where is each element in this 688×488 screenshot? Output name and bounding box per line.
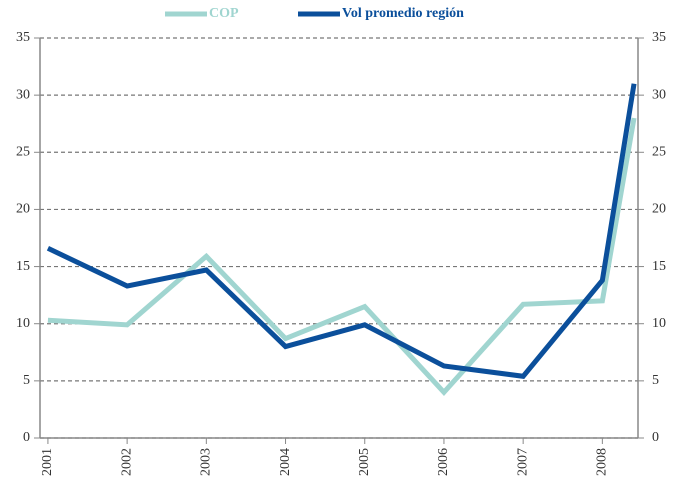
legend-label: Vol promedio región [342,6,464,21]
series-line [46,83,637,379]
y-tick-label: 15 [16,259,30,274]
x-tick-label: 2004 [278,448,293,476]
y-tick-label: 20 [16,202,30,217]
y-tick-label: 35 [16,30,30,45]
y2-tick-label: 25 [652,145,666,160]
y2-tick-label: 30 [652,87,666,102]
y-tick-label: 25 [16,145,30,160]
y2-tick-label: 35 [652,30,666,45]
y-tick-label: 0 [23,430,30,445]
y2-tick-label: 10 [652,316,666,331]
x-tick-label: 2008 [595,448,610,476]
y2-tick-label: 15 [652,259,666,274]
x-tick-label: 2002 [119,448,134,476]
legend-label: COP [209,6,239,21]
y2-tick-label: 5 [652,373,659,388]
y2-tick-label: 20 [652,202,666,217]
x-tick-label: 2001 [40,448,55,476]
x-tick-label: 2005 [357,448,372,476]
y-tick-label: 5 [23,373,30,388]
x-tick-label: 2006 [436,448,451,476]
y-tick-label: 10 [16,316,30,331]
y2-tick-label: 0 [652,430,659,445]
y-tick-label: 30 [16,87,30,102]
series-line [47,117,637,396]
x-tick-label: 2003 [199,448,214,476]
x-tick-label: 2007 [515,448,530,476]
